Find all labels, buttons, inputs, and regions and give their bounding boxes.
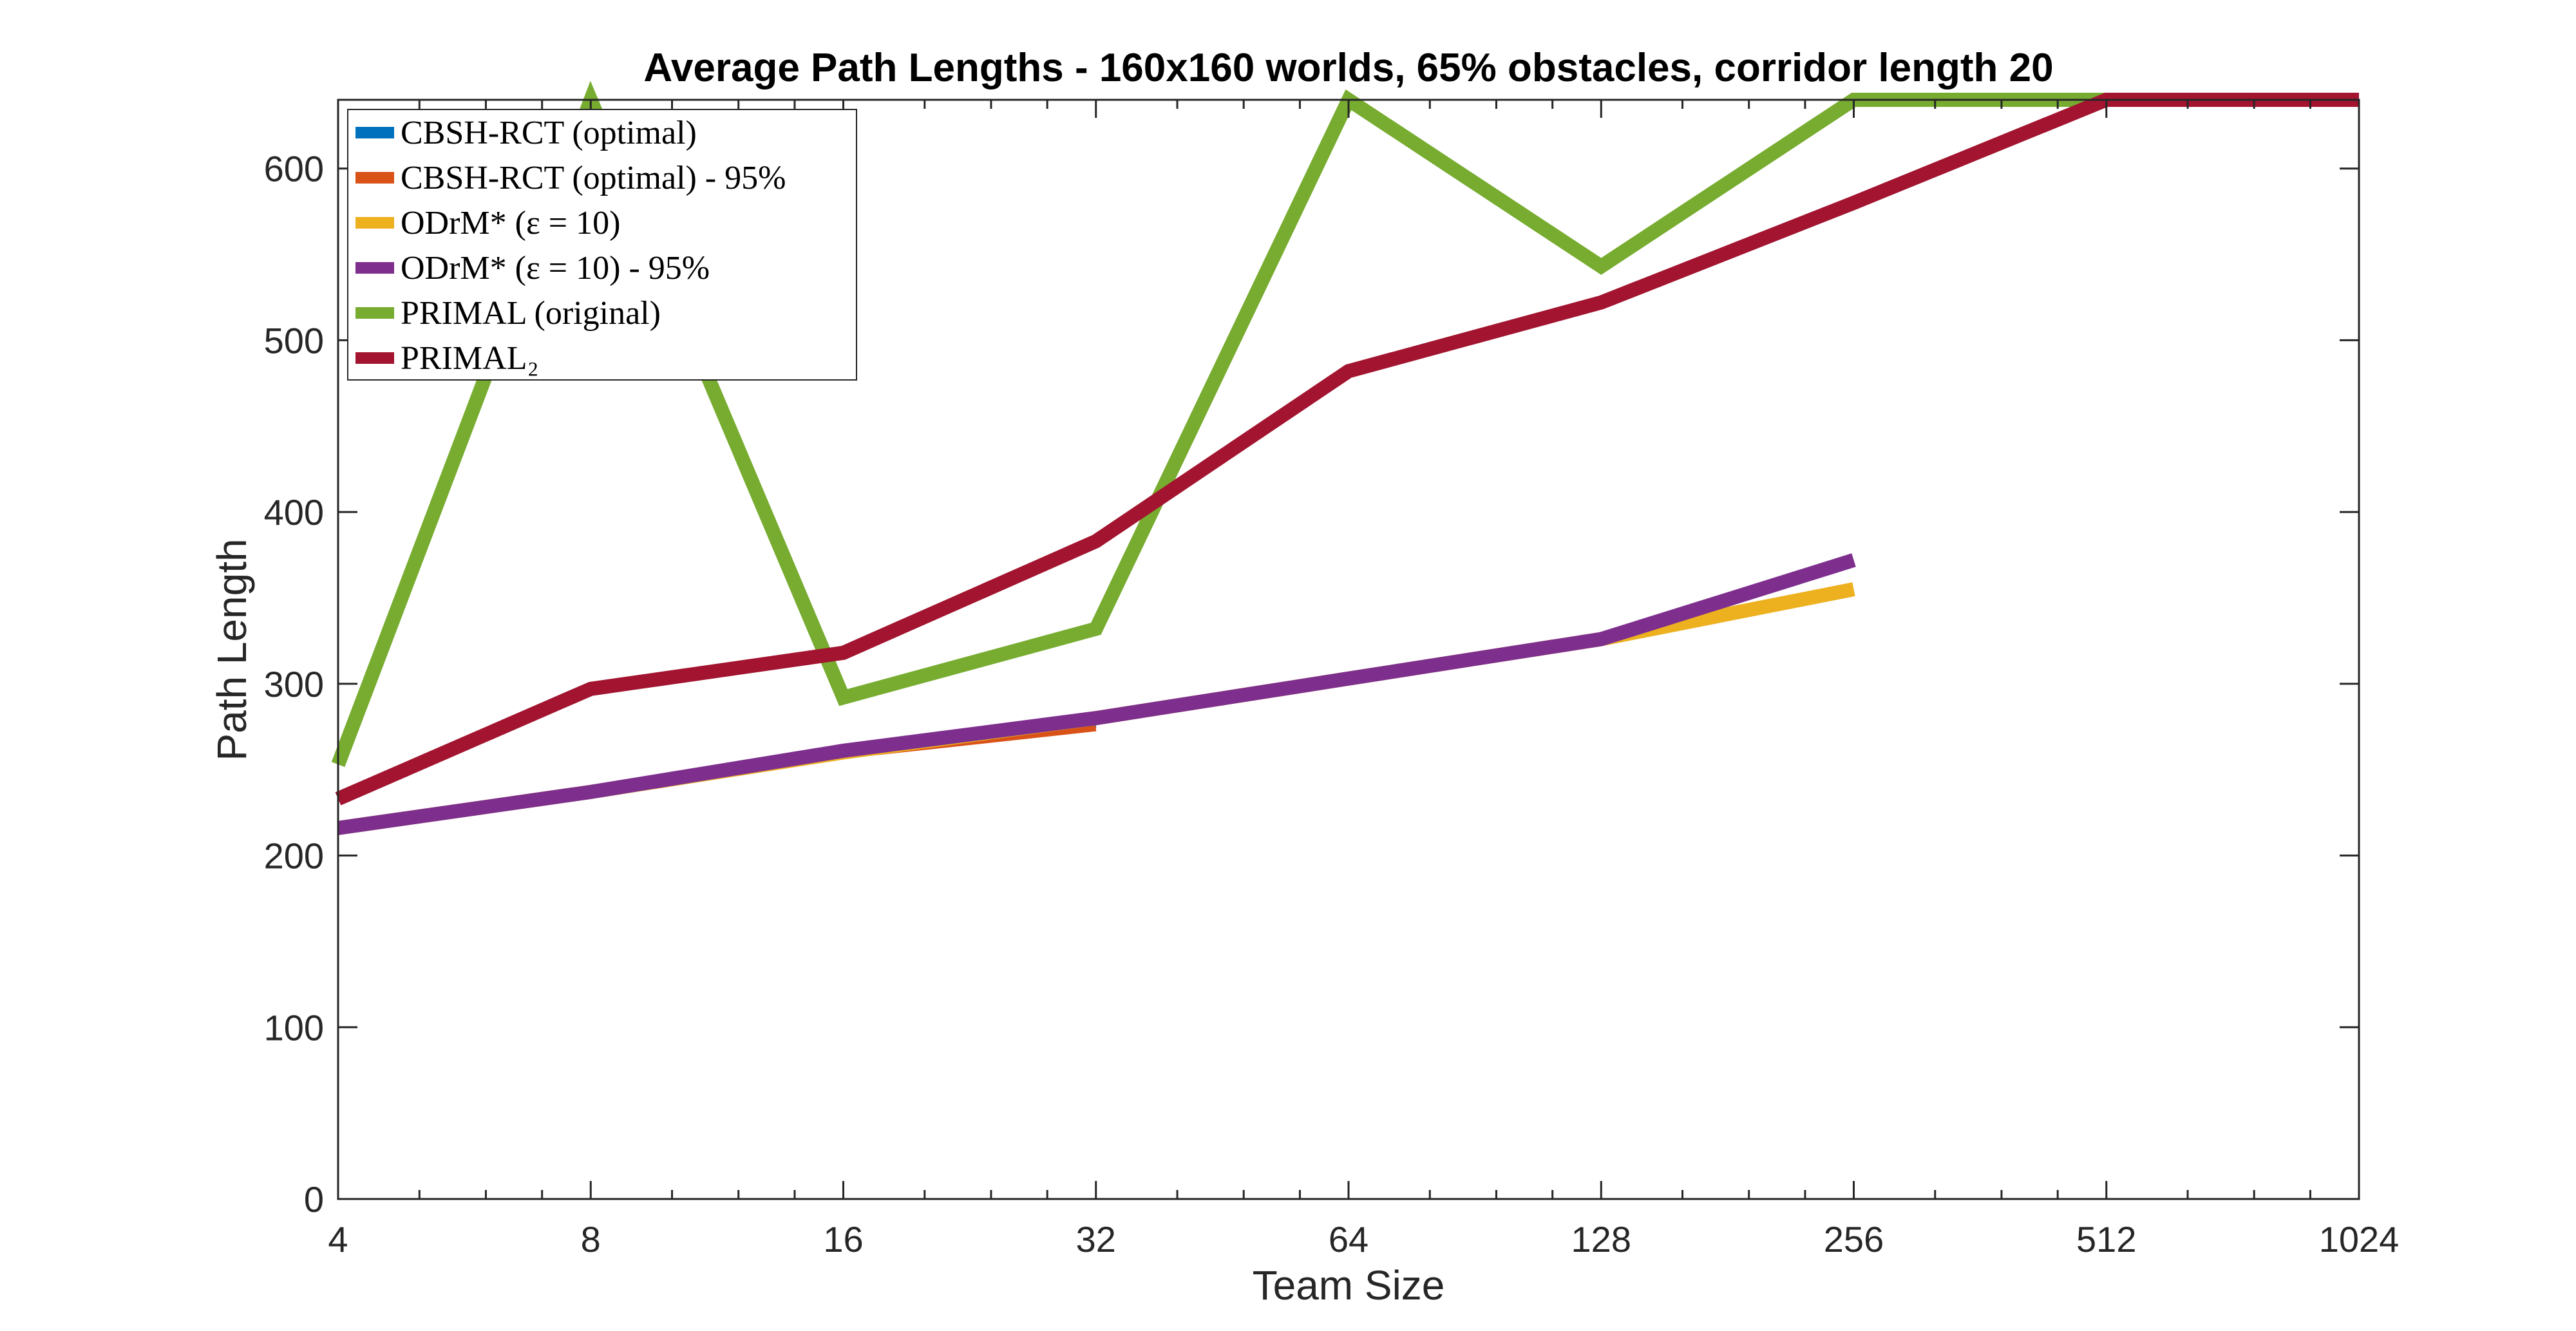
legend-entry-2: CBSH-RCT (optimal) - 95% bbox=[401, 160, 786, 196]
x-tick-label: 64 bbox=[1329, 1219, 1368, 1260]
y-tick-label: 100 bbox=[264, 1007, 324, 1048]
x-tick-label: 256 bbox=[1824, 1219, 1884, 1260]
y-tick-label: 600 bbox=[264, 149, 324, 189]
x-tick-label: 128 bbox=[1571, 1219, 1631, 1260]
legend-entry-3: ODrM* (ε = 10) bbox=[401, 205, 620, 241]
x-tick-label: 512 bbox=[2076, 1219, 2136, 1260]
series-line-6 bbox=[335, 93, 2359, 806]
x-tick-label: 8 bbox=[581, 1219, 601, 1260]
legend-entry-1: CBSH-RCT (optimal) bbox=[401, 115, 697, 151]
x-tick-label: 1024 bbox=[2319, 1219, 2400, 1260]
y-tick-label: 500 bbox=[264, 320, 324, 361]
axes: 4 8 16 32 64 128 256 512 1024 0 100 200 300 400 500 600 bbox=[264, 99, 2400, 1260]
legend-entry-6: PRIMAL₂ bbox=[401, 340, 539, 377]
chart-title: Average Path Lengths - 160x160 worlds, 6… bbox=[643, 46, 2053, 90]
y-tick-label: 300 bbox=[264, 664, 324, 704]
y-tick-label: 400 bbox=[264, 492, 324, 533]
x-axis-label: Team Size bbox=[1253, 1262, 1445, 1308]
x-tick-label: 16 bbox=[823, 1219, 863, 1260]
series-line-4 bbox=[337, 553, 1856, 835]
legend-entry-5: PRIMAL (original) bbox=[401, 295, 661, 332]
legend-entry-4: ODrM* (ε = 10) - 95% bbox=[401, 250, 710, 287]
y-tick-label: 0 bbox=[304, 1179, 324, 1220]
x-tick-label: 4 bbox=[328, 1219, 348, 1260]
x-tick-label: 32 bbox=[1076, 1219, 1116, 1260]
legend: CBSH-RCT (optimal) CBSH-RCT (optimal) - 9… bbox=[347, 109, 857, 381]
y-tick-label: 200 bbox=[264, 836, 324, 876]
y-axis-label: Path Length bbox=[209, 538, 255, 760]
legend-box bbox=[347, 109, 857, 381]
